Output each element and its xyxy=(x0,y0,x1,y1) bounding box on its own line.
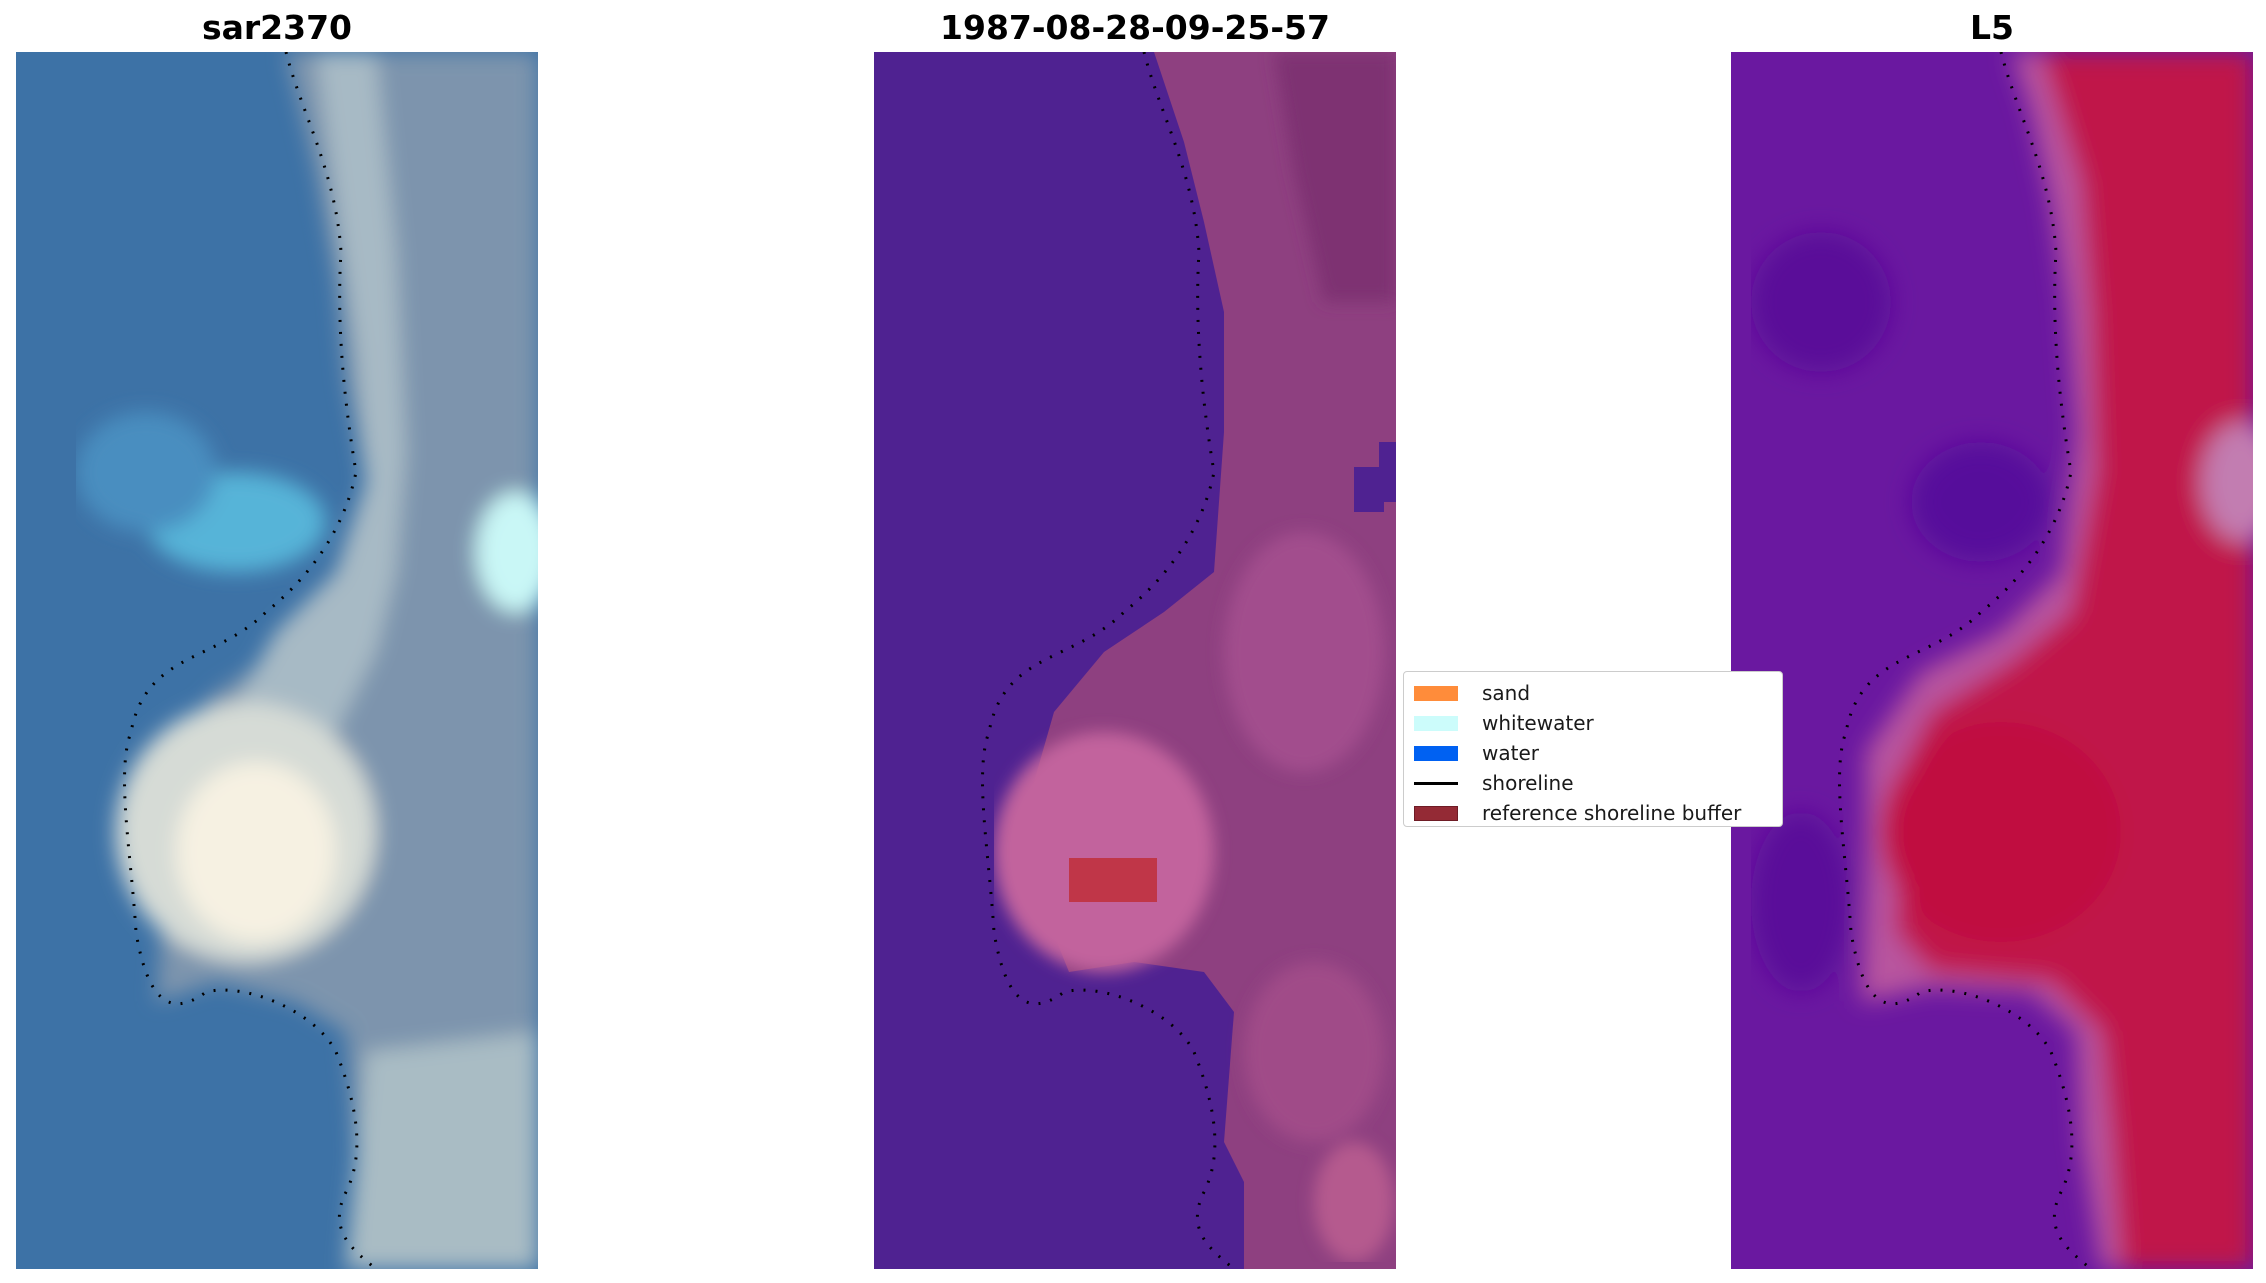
legend-swatch-buffer xyxy=(1414,806,1458,821)
legend-line-shoreline xyxy=(1414,782,1458,785)
legend-swatch-water xyxy=(1414,746,1458,761)
legend-label-sand: sand xyxy=(1482,681,1531,705)
legend-label-water: water xyxy=(1482,741,1539,765)
shoreline xyxy=(123,52,377,1269)
classification-panel xyxy=(874,52,1396,1269)
legend-swatch-whitewater xyxy=(1414,716,1458,731)
legend-label-shoreline: shoreline xyxy=(1482,771,1574,795)
legend: sand whitewater water shoreline referenc… xyxy=(1403,671,1783,827)
legend-item-shoreline: shoreline xyxy=(1414,768,1774,798)
classification-image xyxy=(874,52,1396,1269)
panel-title-2: 1987-08-28-09-25-57 xyxy=(940,8,1330,47)
panel-title-3: L5 xyxy=(1970,8,2014,47)
shoreline xyxy=(981,52,1235,1269)
legend-label-buffer: reference shoreline buffer xyxy=(1482,801,1742,825)
shoreline xyxy=(1838,52,2092,1269)
reference-shoreline-buffer-patch xyxy=(1069,858,1157,902)
legend-item-buffer: reference shoreline buffer xyxy=(1414,798,1774,826)
index-map-panel xyxy=(1731,52,2253,1269)
satellite-image xyxy=(16,52,538,1269)
legend-item-whitewater: whitewater xyxy=(1414,708,1774,738)
index-map-image xyxy=(1731,52,2253,1269)
satellite-image-panel xyxy=(16,52,538,1269)
legend-swatch-sand xyxy=(1414,686,1458,701)
panel-title-1: sar2370 xyxy=(201,8,353,47)
legend-item-sand: sand xyxy=(1414,678,1774,708)
legend-item-water: water xyxy=(1414,738,1774,768)
legend-label-whitewater: whitewater xyxy=(1482,711,1594,735)
